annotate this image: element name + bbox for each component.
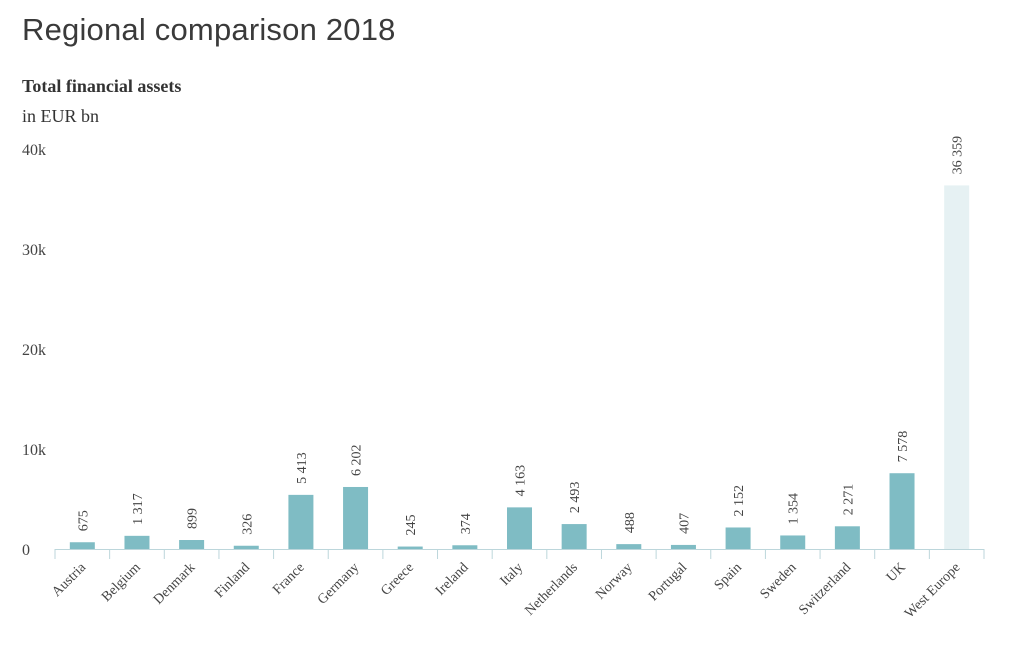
x-tick-label: Ireland (433, 560, 472, 599)
x-tick-label: Belgium (99, 560, 144, 605)
bar-italy (507, 507, 532, 549)
bar-germany (343, 486, 369, 549)
y-tick-label: 10k (22, 442, 46, 459)
data-label: 675 (76, 510, 91, 531)
bar-spain (725, 527, 751, 549)
x-tick-label: Denmark (151, 560, 198, 607)
x-tick-label: Finland (212, 560, 253, 601)
data-label: 407 (677, 513, 692, 534)
page-title: Regional comparison 2018 (22, 12, 396, 47)
data-label: 2 493 (568, 482, 583, 514)
y-tick-label: 30k (22, 242, 46, 259)
data-label: 374 (459, 513, 474, 534)
x-tick-label: Portugal (646, 560, 690, 604)
x-tick-label: Greece (378, 560, 417, 599)
bar-series: 675 1 317 899 326 5 413 6 202 245 374 4 163 2 493… (69, 136, 970, 549)
x-tick-label: Italy (498, 560, 527, 589)
data-label: 326 (240, 514, 255, 535)
bar-finland (233, 545, 259, 549)
data-label: 2 271 (841, 484, 856, 516)
data-label: 1 317 (131, 493, 146, 525)
data-label: 4 163 (514, 465, 529, 497)
x-tick-label: Sweden (758, 560, 800, 602)
data-label: 7 578 (896, 431, 911, 463)
bar-belgium (124, 535, 150, 549)
x-tick-label: West Europe (902, 560, 963, 621)
data-label: 899 (186, 508, 201, 529)
x-tick-label: Austria (49, 560, 89, 600)
x-tick-label: Netherlands (523, 560, 581, 618)
bar-greece (397, 546, 423, 549)
bar-west-europe (944, 185, 970, 549)
y-axis: 0 10k 20k 30k 40k (22, 142, 46, 559)
x-tick-label: Norway (593, 560, 636, 603)
bar-france (288, 494, 314, 549)
data-label: 488 (623, 512, 638, 533)
bar-denmark (179, 540, 205, 549)
bar-netherlands (561, 524, 587, 549)
bar-portugal (670, 544, 696, 549)
x-tick-label: Germany (315, 560, 362, 607)
y-tick-label: 0 (22, 542, 30, 559)
x-tick-label: UK (884, 560, 909, 585)
chart-subtitle: in EUR bn (22, 106, 100, 126)
data-label: 1 354 (787, 493, 802, 525)
chart-title: Total financial assets (22, 76, 182, 96)
data-label: 2 152 (732, 485, 747, 517)
x-tick-label: Spain (712, 560, 745, 593)
bar-ireland (452, 545, 478, 549)
data-label: 245 (404, 515, 419, 536)
x-tick-label: Switzerland (796, 560, 854, 618)
x-tick-label: France (270, 560, 308, 598)
bar-austria (69, 542, 95, 549)
y-tick-label: 40k (22, 142, 46, 159)
data-label: 6 202 (350, 444, 365, 476)
data-label: 5 413 (295, 452, 310, 484)
x-axis: Austria Belgium Denmark Finland France German… (49, 549, 985, 621)
y-tick-label: 20k (22, 342, 46, 359)
bar-switzerland (834, 526, 860, 549)
data-label: 36 359 (951, 136, 966, 175)
bar-norway (616, 544, 642, 549)
bar-sweden (780, 535, 806, 549)
bar-uk (889, 473, 915, 549)
